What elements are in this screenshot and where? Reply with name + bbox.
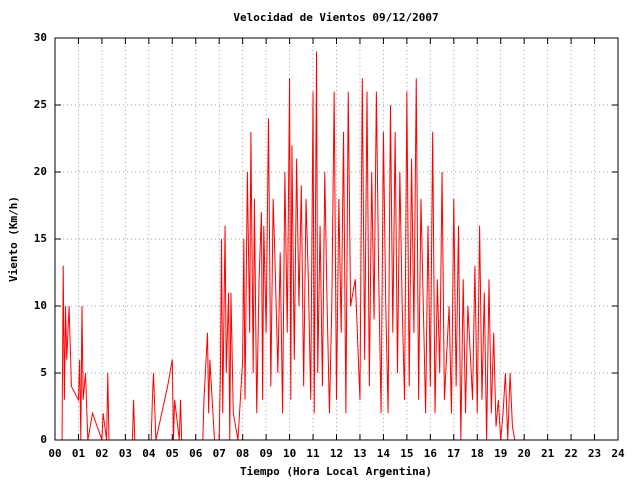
x-tick-label: 06 bbox=[189, 447, 203, 460]
x-tick-label: 17 bbox=[447, 447, 460, 460]
x-tick-label: 19 bbox=[494, 447, 507, 460]
plot-frame bbox=[54, 37, 619, 441]
x-tick-label: 18 bbox=[471, 447, 484, 460]
x-tick-label: 04 bbox=[142, 447, 156, 460]
x-tick-label: 21 bbox=[541, 447, 555, 460]
x-tick-label: 24 bbox=[611, 447, 625, 460]
x-tick-label: 23 bbox=[588, 447, 601, 460]
x-tick-label: 10 bbox=[283, 447, 296, 460]
y-tick-label: 30 bbox=[34, 31, 47, 44]
x-tick-label: 03 bbox=[119, 447, 132, 460]
x-tick-label: 00 bbox=[48, 447, 61, 460]
chart-title: Velocidad de Vientos 09/12/2007 bbox=[233, 11, 438, 24]
x-tick-label: 13 bbox=[353, 447, 366, 460]
y-axis-label: Viento (Km/h) bbox=[7, 196, 20, 282]
x-tick-label: 09 bbox=[260, 447, 273, 460]
x-tick-label: 07 bbox=[213, 447, 226, 460]
x-tick-label: 14 bbox=[377, 447, 391, 460]
x-tick-label: 20 bbox=[518, 447, 531, 460]
x-tick-label: 08 bbox=[236, 447, 249, 460]
y-tick-label: 15 bbox=[34, 232, 47, 245]
y-tick-label: 10 bbox=[34, 299, 47, 312]
x-tick-label: 22 bbox=[564, 447, 577, 460]
y-tick-label: 5 bbox=[40, 366, 47, 379]
data-line bbox=[61, 51, 516, 441]
x-tick-label: 16 bbox=[424, 447, 438, 460]
y-tick-label: 0 bbox=[40, 433, 47, 446]
x-tick-label: 15 bbox=[400, 447, 413, 460]
x-tick-label: 01 bbox=[72, 447, 86, 460]
x-tick-label: 11 bbox=[306, 447, 320, 460]
y-tick-label: 25 bbox=[34, 98, 47, 111]
x-tick-label: 02 bbox=[95, 447, 108, 460]
x-axis-label: Tiempo (Hora Local Argentina) bbox=[240, 465, 432, 478]
x-tick-label: 05 bbox=[166, 447, 179, 460]
x-tick-label: 12 bbox=[330, 447, 343, 460]
y-tick-label: 20 bbox=[34, 165, 47, 178]
